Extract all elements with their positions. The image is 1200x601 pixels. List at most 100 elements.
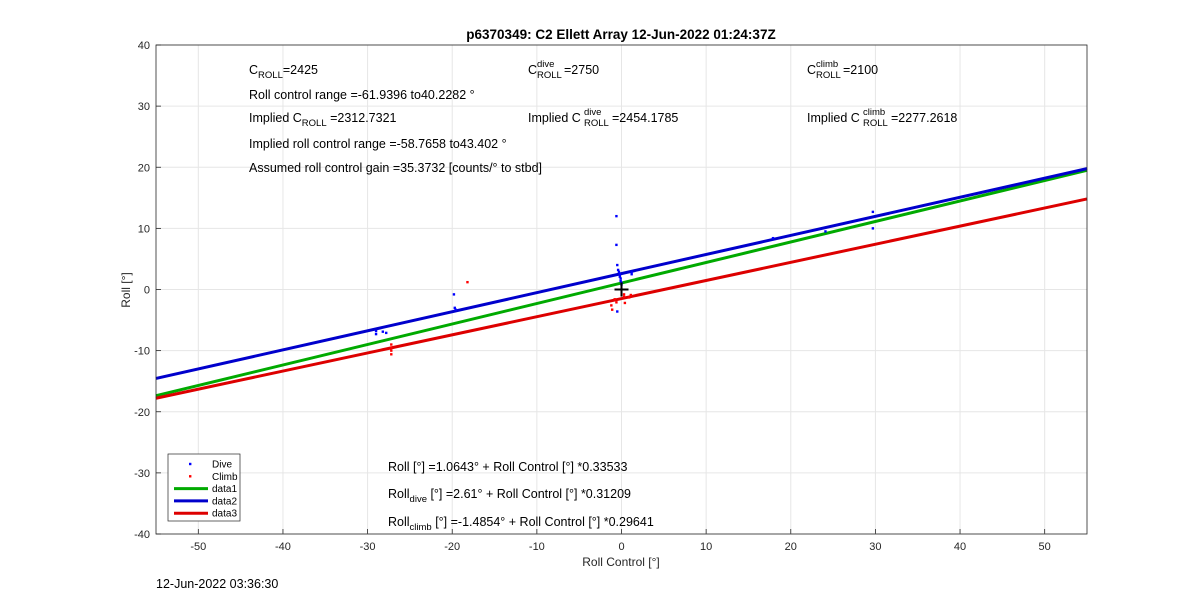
annotation-c-dive-sub: ROLL [537, 70, 562, 81]
point-dive [616, 263, 619, 267]
y-tick-label: 30 [138, 101, 150, 113]
equation-all: Roll [°] =1.0643° + Roll Control [°] *0.… [388, 460, 627, 474]
annotation-implied-c-climb: Implied C [807, 111, 860, 125]
point-dive [616, 268, 620, 272]
annotation-assumed-gain: Assumed roll control gain =35.3732 [coun… [249, 161, 542, 175]
x-tick-label: 40 [954, 541, 966, 553]
point-climb [623, 301, 627, 305]
point-climb [390, 349, 393, 352]
point-dive [619, 277, 622, 280]
x-tick-label: 20 [785, 541, 797, 553]
annotation-c-climb-value: =2100 [843, 63, 878, 77]
point-dive [374, 332, 378, 336]
x-tick-label: 50 [1039, 541, 1051, 553]
chart-title: p6370349: C2 Ellett Array 12-Jun-2022 01… [466, 27, 775, 42]
annotation-c-climb-sub: ROLL [816, 70, 841, 81]
point-dive [771, 236, 775, 240]
y-tick-label: -30 [134, 468, 150, 480]
legend-swatch-dive [189, 462, 192, 466]
equation-climb: Rollclimb [°] =-1.4854° + Roll Control [… [388, 515, 654, 533]
y-axis-label: Roll [°] [119, 272, 133, 307]
annotation-c-dive: C [528, 63, 537, 77]
point-climb [613, 298, 616, 301]
y-tick-label: 20 [138, 162, 150, 174]
y-tick-labels: -40 -30 -20 -10 0 10 20 30 40 [134, 40, 150, 541]
legend-label-dive: Dive [212, 460, 232, 471]
point-dive [616, 310, 619, 313]
legend-label-data2: data2 [212, 496, 237, 507]
legend-swatch-climb [189, 475, 192, 478]
annotation-c-roll: CROLL=2425 [249, 63, 318, 81]
point-dive [618, 273, 622, 276]
annotation-c-dive-value: =2750 [564, 63, 599, 77]
annotation-implied-c-roll: Implied CROLL =2312.7321 [249, 111, 397, 129]
point-climb [610, 308, 614, 311]
point-dive [871, 227, 875, 230]
x-tick-label: 10 [700, 541, 712, 553]
annotation-c-climb: C [807, 63, 816, 77]
y-tick-label: 0 [144, 285, 150, 297]
origin-marker [614, 282, 629, 297]
annotation-implied-c-dive: Implied C [528, 111, 581, 125]
point-dive [381, 330, 385, 333]
y-tick-label: -10 [134, 346, 150, 358]
plot-frame [155, 44, 1088, 535]
equation-dive: Rolldive [°] =2.61° + Roll Control [°] *… [388, 487, 631, 505]
y-tick-label: -20 [134, 407, 150, 419]
point-climb [466, 280, 469, 284]
fit-line-data3 [155, 197, 1088, 400]
point-dive [454, 308, 457, 311]
y-tick-label: 40 [138, 40, 150, 52]
point-dive [824, 230, 827, 233]
point-climb [390, 353, 393, 356]
x-axis-label: Roll Control [°] [582, 555, 660, 569]
point-dive [630, 273, 633, 276]
y-tick-label: 10 [138, 223, 150, 235]
legend-label-climb: Climb [212, 472, 238, 483]
x-tick-label: -40 [275, 541, 291, 553]
fit-line-data2 [155, 167, 1088, 380]
point-climb [610, 304, 613, 307]
y-tick-label: -40 [134, 529, 150, 541]
point-dive [617, 270, 621, 273]
point-climb [390, 343, 393, 346]
point-dive [453, 306, 456, 310]
footer-timestamp: 12-Jun-2022 03:36:30 [156, 577, 279, 591]
annotation-implied-c-dive-sub: ROLL [584, 118, 609, 129]
x-tick-label: 30 [869, 541, 881, 553]
point-dive [619, 279, 622, 283]
point-climb [615, 301, 618, 304]
annotation-implied-c-dive-value: =2454.1785 [612, 111, 678, 125]
point-dive [871, 210, 875, 214]
annotation-roll-range: Roll control range =-61.9396 to40.2282 ° [249, 88, 475, 102]
legend-label-data1: data1 [212, 484, 237, 495]
point-climb [622, 295, 626, 299]
point-climb [390, 346, 393, 349]
x-tick-label: -50 [190, 541, 206, 553]
point-dive [630, 270, 633, 273]
legend-label-data3: data3 [212, 509, 237, 520]
point-dive [618, 275, 622, 278]
annotation-c-climb-sup: climb [816, 59, 838, 70]
point-climb [622, 293, 626, 296]
point-dive [452, 293, 456, 296]
x-tick-label: -30 [360, 541, 376, 553]
annotation-implied-c-climb-sub: ROLL [863, 118, 888, 129]
x-tick-label: -10 [529, 541, 545, 553]
x-tick-label: -20 [444, 541, 460, 553]
annotation-implied-c-climb-value: =2277.2618 [891, 111, 957, 125]
x-tick-labels: -50 -40 -30 -20 -10 0 10 20 30 40 50 [190, 541, 1050, 553]
x-tick-label: 0 [618, 541, 624, 553]
point-dive [385, 331, 388, 335]
annotation-c-dive-sup: dive [537, 59, 554, 70]
annotation-implied-range: Implied roll control range =-58.7658 to4… [249, 137, 507, 151]
annotation-implied-c-dive-sup: dive [584, 107, 601, 118]
point-dive [615, 214, 618, 218]
data-points [374, 210, 875, 356]
point-dive [374, 329, 378, 333]
point-climb [627, 296, 631, 299]
point-dive [615, 243, 618, 247]
annotation-implied-c-climb-sup: climb [863, 107, 885, 118]
